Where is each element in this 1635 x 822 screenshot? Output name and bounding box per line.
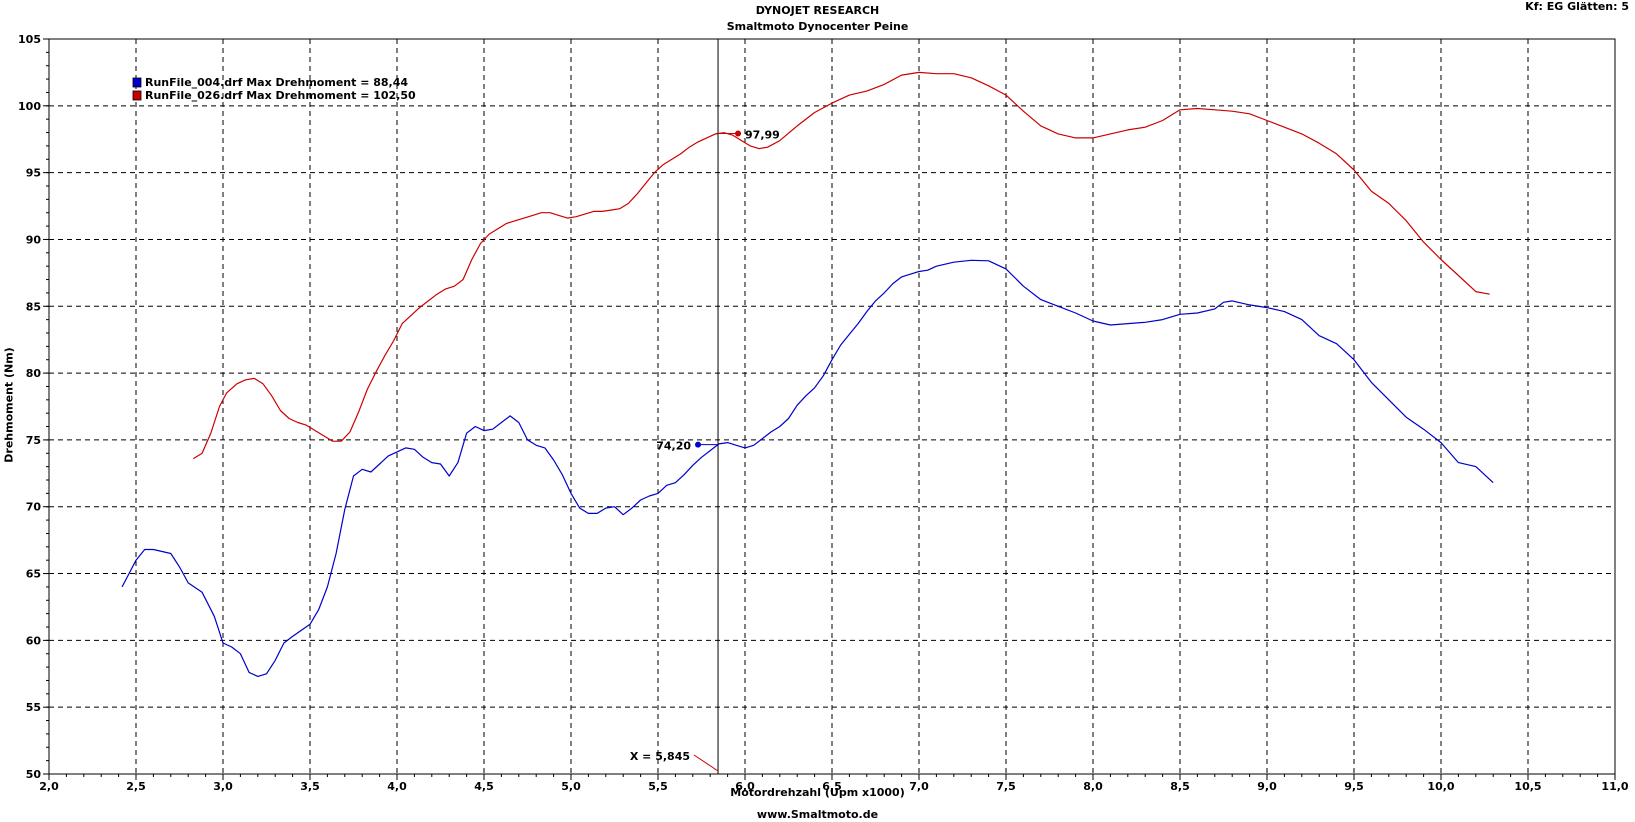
- x-tick-label: 5,0: [561, 780, 581, 793]
- marker-value-1: 74,20: [656, 440, 691, 453]
- y-tick-label: 95: [26, 167, 41, 180]
- x-tick-label: 3,0: [213, 780, 233, 793]
- series-line-2: [193, 71, 1490, 460]
- legend-swatch-1: [132, 77, 142, 88]
- series-line-1: [121, 259, 1494, 678]
- x-tick-label: 8,5: [1170, 780, 1190, 793]
- chart-subtitle: Smaltmoto Dynocenter Peine: [726, 20, 909, 33]
- x-tick-label: 4,5: [474, 780, 494, 793]
- y-tick-label: 60: [26, 634, 42, 647]
- marker-dot-1: [695, 441, 702, 448]
- x-tick-label: 2,0: [39, 780, 59, 793]
- x-tick-label: 2,5: [126, 780, 146, 793]
- y-tick-label: 55: [26, 701, 41, 714]
- settings-info: Kf: EG Glätten: 5: [1525, 0, 1629, 13]
- x-tick-label: 3,5: [300, 780, 320, 793]
- marker-value-2: 97,99: [745, 129, 780, 142]
- x-tick-label: 9,5: [1344, 780, 1364, 793]
- y-tick-label: 75: [26, 434, 41, 447]
- x-tick-label: 11,0: [1601, 780, 1628, 793]
- x-tick-label: 5,5: [648, 780, 668, 793]
- y-tick-label: 70: [26, 501, 42, 514]
- legend: RunFile_004.drf Max Drehmoment = 88,44Ru…: [132, 76, 416, 102]
- plot-frame: [48, 38, 1616, 775]
- y-tick-label: 65: [26, 568, 41, 581]
- x-axis-label: Motordrehzahl (Upm x1000): [730, 786, 905, 799]
- y-tick-label: 90: [26, 233, 42, 246]
- y-tick-labels: 50 55 60 65 70 75 80 85 90 95 100 105: [18, 33, 41, 781]
- cursor-pointer: [693, 754, 719, 772]
- legend-label-2: RunFile_026.drf Max Drehmoment = 102,50: [145, 89, 416, 102]
- y-tick-label: 105: [18, 33, 41, 46]
- legend-label-1: RunFile_004.drf Max Drehmoment = 88,44: [145, 76, 408, 89]
- chart-title: DYNOJET RESEARCH: [755, 4, 880, 17]
- x-tick-label: 8,0: [1083, 780, 1103, 793]
- x-tick-label: 6,5: [822, 780, 842, 793]
- series-lines: [121, 71, 1494, 678]
- x-tick-label: 9,0: [1257, 780, 1277, 793]
- x-tick-labels: 2,0 2,5 3,0 3,5 4,0 4,5 5,0 5,5 6,0 6,5 7,0 7,5 8,0 8…: [39, 780, 1629, 793]
- y-tick-label: 85: [26, 300, 41, 313]
- legend-swatch-2: [132, 90, 142, 101]
- y-tick-label: 50: [26, 768, 42, 781]
- x-tick-label: 10,0: [1427, 780, 1454, 793]
- marker-dot-2: [735, 130, 742, 137]
- x-tick-label: 7,0: [909, 780, 929, 793]
- cursor: X = 5,845 74,20 97,99: [630, 39, 780, 774]
- x-tick-label: 10,5: [1514, 780, 1541, 793]
- x-tick-label: 7,5: [996, 780, 1016, 793]
- y-axis-label: Drehmoment (Nm): [2, 347, 16, 463]
- cursor-x-label: X = 5,845: [630, 750, 690, 763]
- x-tick-label: 6,0: [735, 780, 755, 793]
- footer-url: www.Smaltmoto.de: [756, 808, 879, 821]
- y-tick-label: 100: [18, 100, 41, 113]
- x-tick-label: 4,0: [387, 780, 407, 793]
- y-tick-label: 80: [26, 367, 42, 380]
- grid: [49, 39, 1615, 774]
